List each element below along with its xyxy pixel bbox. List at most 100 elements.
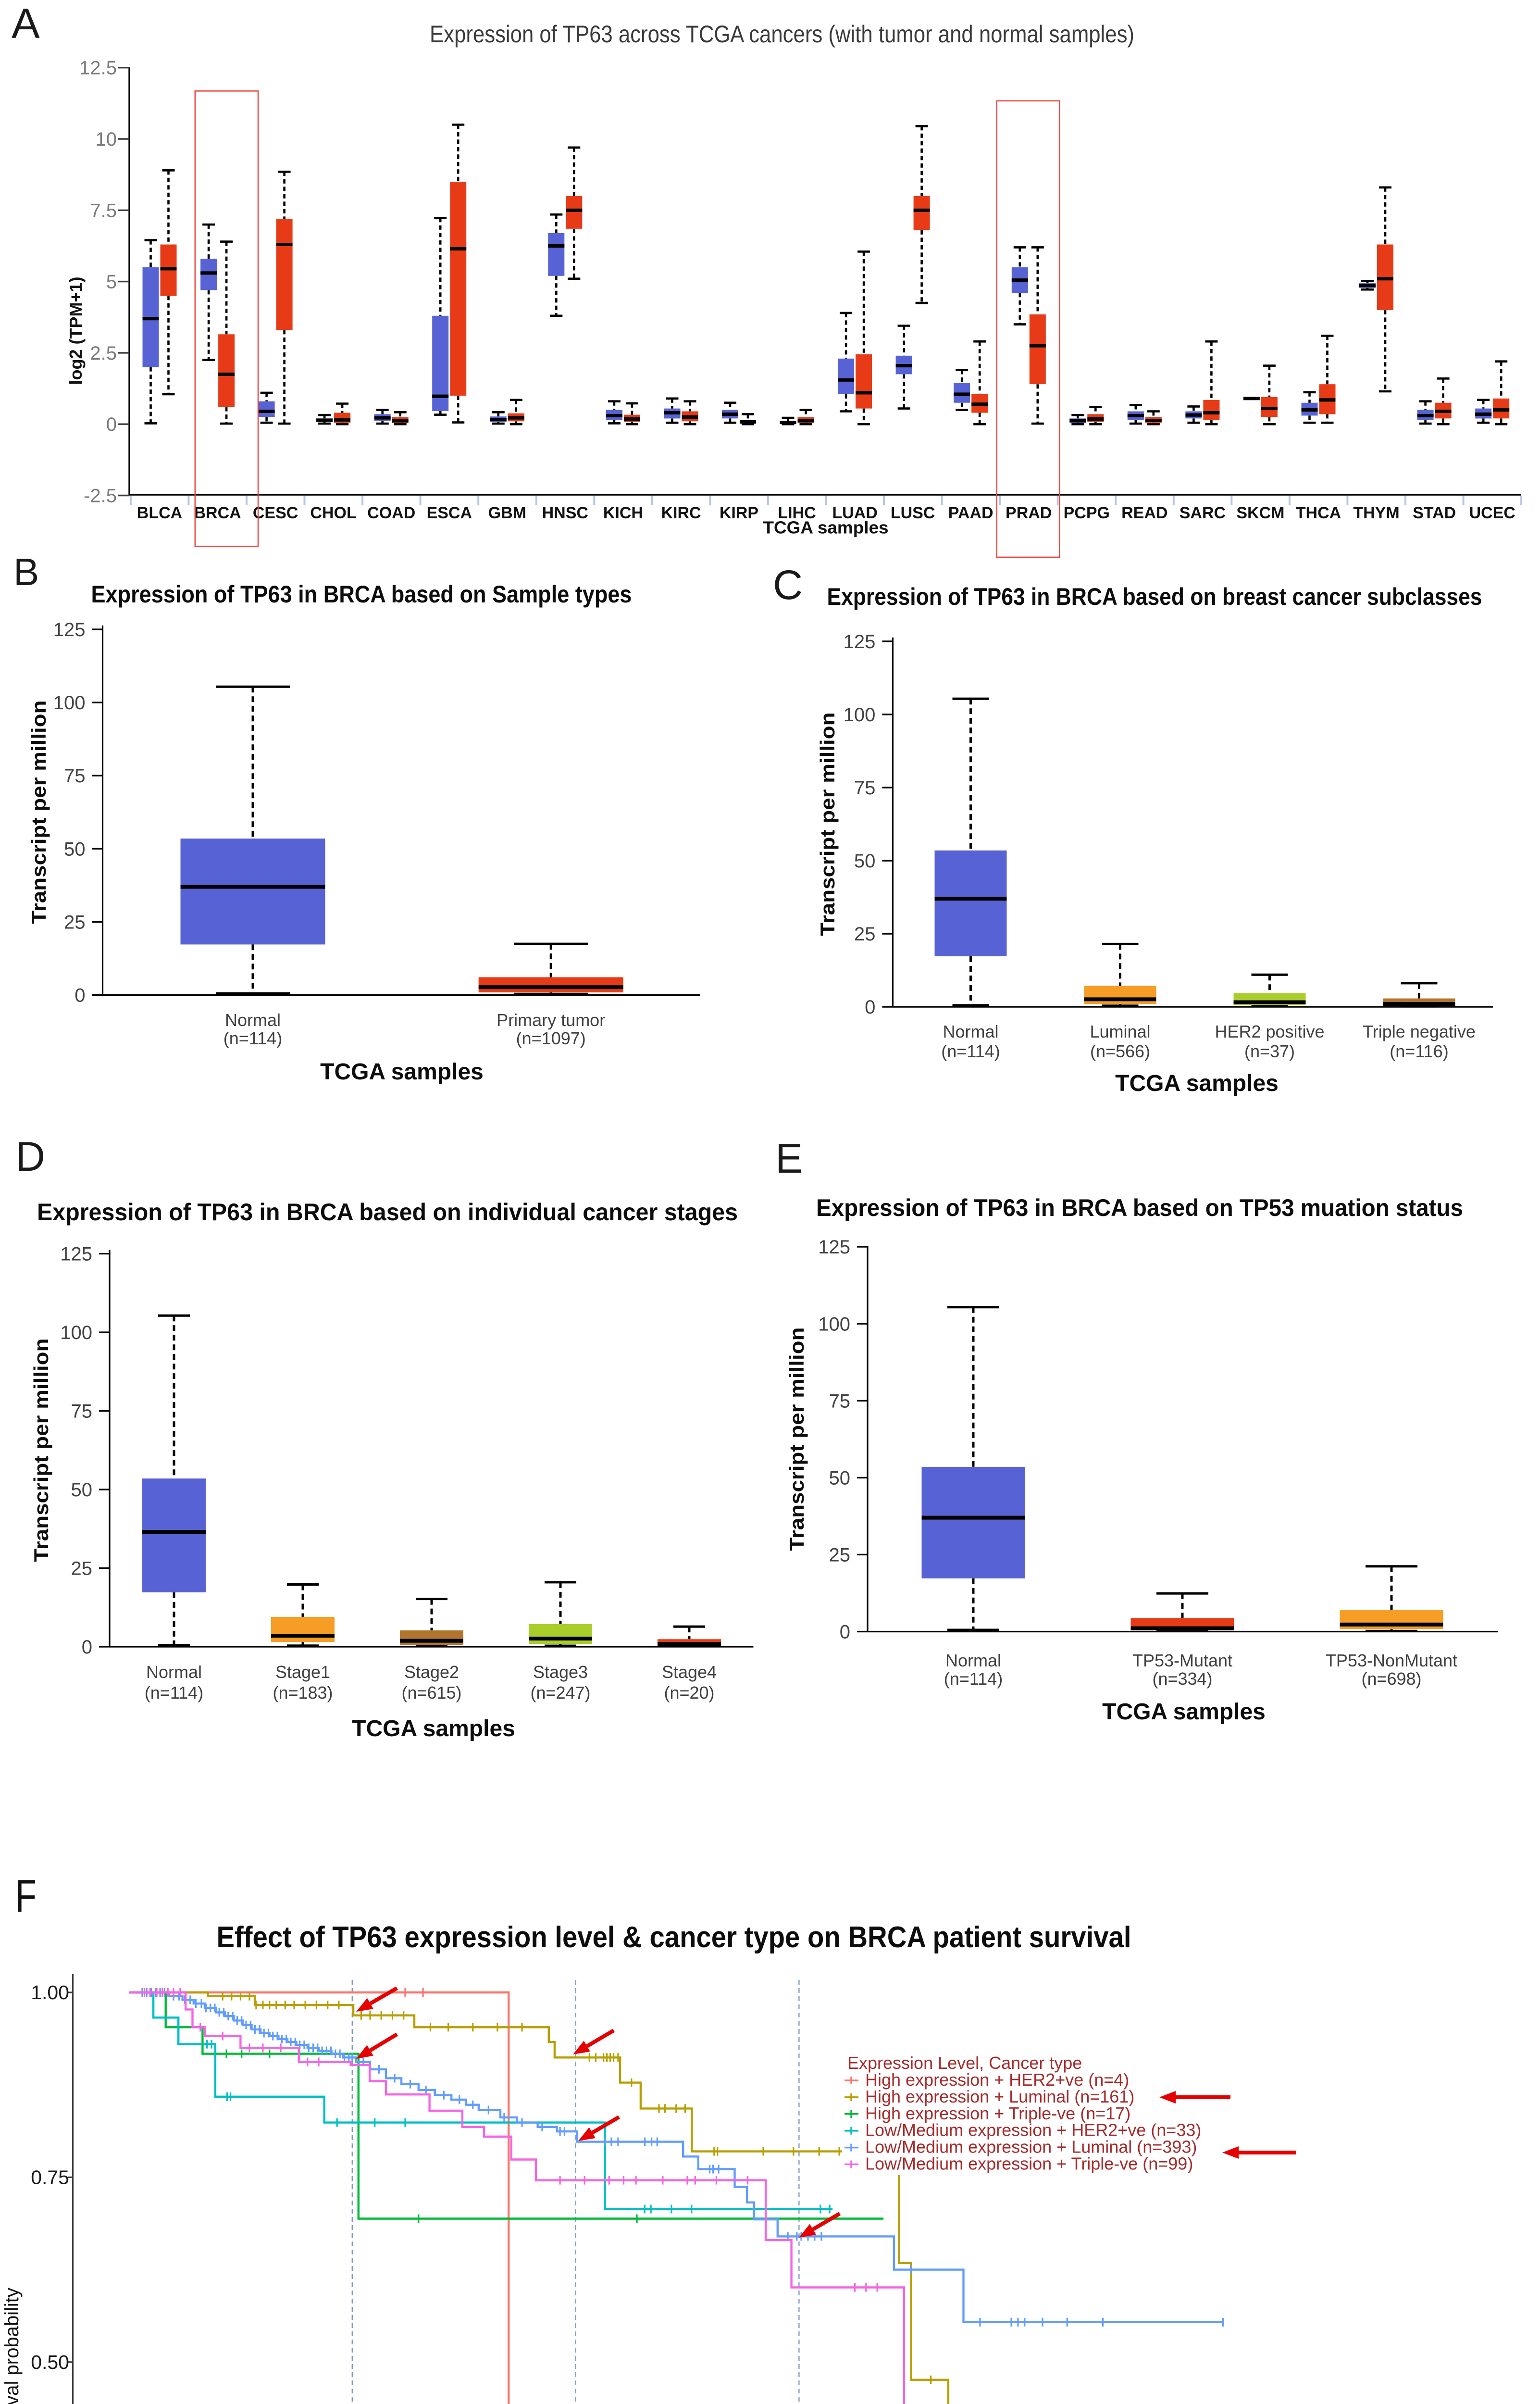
svg-text:(n=247): (n=247) xyxy=(530,1683,590,1703)
svg-text:ESCA: ESCA xyxy=(427,504,472,522)
svg-text:KICH: KICH xyxy=(603,504,643,522)
svg-text:Expression of TP63 in BRCA bas: Expression of TP63 in BRCA based on indi… xyxy=(37,1199,738,1226)
svg-text:0: 0 xyxy=(865,997,875,1018)
svg-text:(n=1097): (n=1097) xyxy=(516,1028,586,1048)
svg-text:TCGA samples: TCGA samples xyxy=(763,518,889,538)
svg-text:COAD: COAD xyxy=(367,504,415,522)
svg-text:Stage4: Stage4 xyxy=(662,1662,717,1682)
svg-text:Expression of TP63 in BRCA bas: Expression of TP63 in BRCA based on TP53… xyxy=(816,1194,1463,1221)
svg-text:High expression + Luminal (n=1: High expression + Luminal (n=161) xyxy=(865,2087,1134,2106)
svg-text:CESC: CESC xyxy=(253,504,298,522)
svg-text:Expression of TP63 across TCGA: Expression of TP63 across TCGA cancers (… xyxy=(430,21,1134,48)
svg-text:0: 0 xyxy=(82,1637,92,1658)
svg-text:KIRC: KIRC xyxy=(661,504,701,522)
svg-text:25: 25 xyxy=(64,912,86,933)
svg-text:25: 25 xyxy=(829,1544,851,1565)
svg-text:THCA: THCA xyxy=(1296,504,1341,522)
svg-text:(n=183): (n=183) xyxy=(273,1683,333,1703)
svg-text:-2.5: -2.5 xyxy=(84,486,117,507)
svg-text:(n=698): (n=698) xyxy=(1361,1669,1421,1689)
svg-text:Survival probability: Survival probability xyxy=(1,2288,23,2404)
svg-text:75: 75 xyxy=(64,765,86,787)
svg-text:100: 100 xyxy=(60,1322,92,1343)
svg-text:125: 125 xyxy=(60,1244,92,1265)
svg-text:SKCM: SKCM xyxy=(1236,504,1284,522)
svg-text:SARC: SARC xyxy=(1180,504,1226,522)
svg-text:0: 0 xyxy=(840,1622,850,1643)
svg-text:10: 10 xyxy=(96,129,117,150)
svg-text:Transcript per million: Transcript per million xyxy=(816,713,839,936)
svg-text:50: 50 xyxy=(64,839,86,860)
svg-text:B: B xyxy=(13,551,39,593)
svg-text:E: E xyxy=(775,1136,803,1182)
svg-text:Normal: Normal xyxy=(943,1022,998,1041)
svg-text:BRCA: BRCA xyxy=(194,504,241,522)
svg-text:Primary tumor: Primary tumor xyxy=(497,1010,605,1030)
svg-text:High expression + HER2+ve (n=4: High expression + HER2+ve (n=4) xyxy=(865,2070,1129,2090)
svg-text:C: C xyxy=(773,562,803,608)
svg-text:0.75: 0.75 xyxy=(31,2166,69,2188)
svg-text:TCGA samples: TCGA samples xyxy=(1102,1699,1266,1725)
svg-text:Expression of TP63 in BRCA bas: Expression of TP63 in BRCA based on Samp… xyxy=(91,581,632,608)
svg-text:PAAD: PAAD xyxy=(948,504,994,522)
svg-text:Low/Medium expression + Lumina: Low/Medium expression + Luminal (n=393) xyxy=(865,2137,1197,2157)
svg-text:125: 125 xyxy=(818,1237,850,1258)
svg-text:BLCA: BLCA xyxy=(137,504,182,522)
svg-text:100: 100 xyxy=(53,692,86,714)
svg-text:PRAD: PRAD xyxy=(1006,504,1052,522)
svg-text:Expression of TP63 in BRCA bas: Expression of TP63 in BRCA based on brea… xyxy=(827,583,1482,610)
svg-text:(n=566): (n=566) xyxy=(1090,1041,1150,1061)
svg-text:125: 125 xyxy=(53,619,86,640)
svg-text:25: 25 xyxy=(854,924,876,945)
svg-text:Triple negative: Triple negative xyxy=(1363,1022,1476,1041)
svg-text:1.00: 1.00 xyxy=(31,1981,69,2003)
svg-text:75: 75 xyxy=(71,1401,93,1422)
svg-text:THYM: THYM xyxy=(1353,504,1399,522)
svg-text:LIHC: LIHC xyxy=(778,504,816,522)
svg-text:D: D xyxy=(15,1134,45,1180)
svg-text:(n=20): (n=20) xyxy=(664,1683,714,1703)
svg-text:12.5: 12.5 xyxy=(79,58,117,79)
svg-text:TCGA samples: TCGA samples xyxy=(1115,1071,1279,1096)
svg-text:LUAD: LUAD xyxy=(832,504,877,522)
svg-text:(n=334): (n=334) xyxy=(1152,1669,1212,1689)
svg-text:Transcript per million: Transcript per million xyxy=(30,1339,52,1562)
svg-text:KIRP: KIRP xyxy=(720,504,758,522)
svg-text:Stage1: Stage1 xyxy=(275,1662,330,1682)
svg-text:50: 50 xyxy=(829,1467,851,1489)
svg-text:Low/Medium expression + HER2+v: Low/Medium expression + HER2+ve (n=33) xyxy=(865,2120,1201,2140)
svg-text:HER2 positive: HER2 positive xyxy=(1215,1022,1324,1041)
svg-text:Effect of TP63 expression leve: Effect of TP63 expression level & cancer… xyxy=(217,1921,1131,1954)
svg-text:log2 (TPM+1): log2 (TPM+1) xyxy=(66,276,86,385)
svg-text:0: 0 xyxy=(106,414,117,435)
svg-text:5: 5 xyxy=(106,272,117,293)
svg-text:Normal: Normal xyxy=(225,1010,281,1030)
svg-text:A: A xyxy=(12,0,40,47)
svg-text:Luminal: Luminal xyxy=(1090,1022,1150,1041)
svg-text:(n=114): (n=114) xyxy=(224,1028,282,1048)
svg-text:50: 50 xyxy=(854,851,876,872)
svg-text:Transcript per million: Transcript per million xyxy=(785,1327,808,1551)
svg-text:Normal: Normal xyxy=(945,1651,1001,1670)
svg-text:100: 100 xyxy=(844,704,876,726)
svg-text:75: 75 xyxy=(829,1390,851,1412)
svg-text:PCPG: PCPG xyxy=(1064,504,1110,522)
svg-text:25: 25 xyxy=(71,1558,93,1579)
svg-text:100: 100 xyxy=(818,1314,850,1335)
svg-text:(n=114): (n=114) xyxy=(941,1041,1000,1061)
svg-text:High expression + Triple-ve (n: High expression + Triple-ve (n=17) xyxy=(865,2104,1130,2123)
svg-text:0.50: 0.50 xyxy=(31,2351,69,2373)
svg-text:(n=116): (n=116) xyxy=(1390,1041,1448,1061)
svg-text:F: F xyxy=(15,1870,37,1922)
svg-text:75: 75 xyxy=(854,777,876,799)
svg-text:Low/Medium expression + Triple: Low/Medium expression + Triple-ve (n=99) xyxy=(865,2154,1193,2174)
svg-text:Normal: Normal xyxy=(146,1662,202,1682)
svg-text:TCGA samples: TCGA samples xyxy=(352,1716,515,1741)
svg-text:(n=615): (n=615) xyxy=(401,1683,461,1703)
svg-text:Stage2: Stage2 xyxy=(404,1662,459,1682)
svg-text:2.5: 2.5 xyxy=(90,343,117,364)
svg-text:GBM: GBM xyxy=(488,504,526,522)
svg-text:TCGA samples: TCGA samples xyxy=(320,1059,484,1085)
svg-text:TP53-NonMutant: TP53-NonMutant xyxy=(1326,1651,1457,1670)
svg-text:Expression Level, Cancer type: Expression Level, Cancer type xyxy=(847,2053,1082,2073)
